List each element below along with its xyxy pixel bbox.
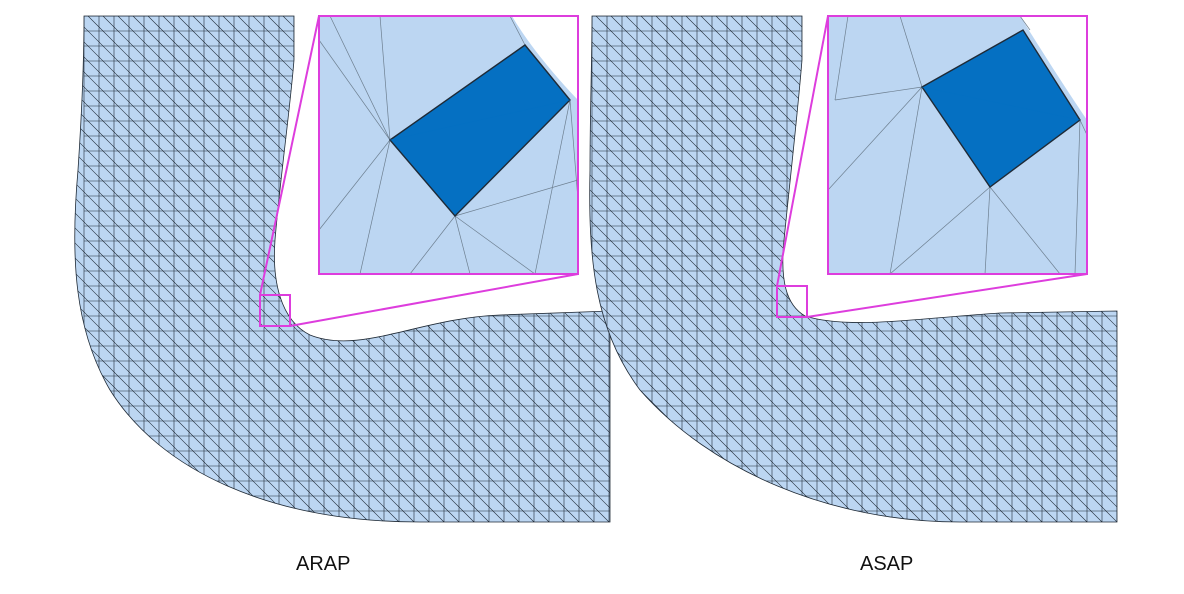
asap-zoom-inset	[828, 16, 1087, 274]
arap-zoom-source-box	[259, 294, 291, 327]
asap-panel	[589, 15, 1118, 523]
asap-label: ASAP	[860, 553, 914, 575]
arap-zoom-connector-top	[259, 15, 320, 296]
arap-mesh-shape	[74, 15, 611, 523]
asap-mesh-shape	[589, 15, 1118, 523]
asap-zoom-frame	[827, 15, 1088, 275]
arap-zoom-edges	[319, 16, 578, 274]
arap-panel	[74, 15, 611, 523]
arap-label: ARAP	[296, 553, 351, 575]
arap-zoom-frame	[318, 15, 579, 275]
arap-zoom-connector-bottom	[289, 273, 579, 327]
arap-zoom-inset	[319, 16, 578, 274]
asap-zoom-connector-top	[776, 15, 829, 287]
asap-zoom-edges	[828, 16, 1087, 274]
asap-zoom-source-box	[776, 285, 808, 318]
asap-zoom-connector-bottom	[806, 273, 1088, 318]
